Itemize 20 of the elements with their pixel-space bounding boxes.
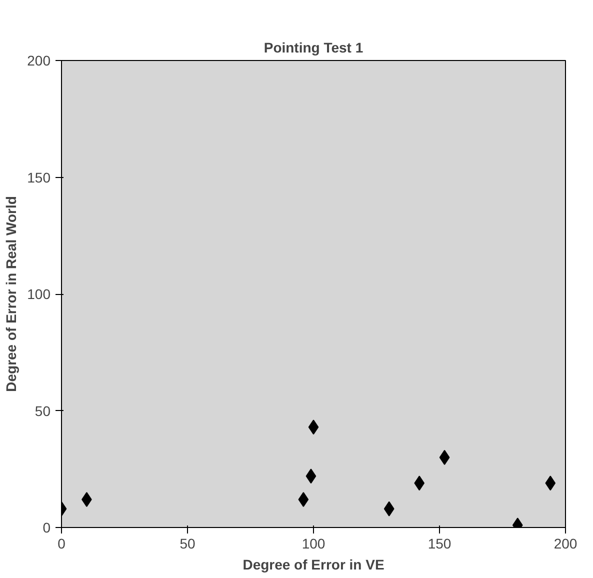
- x-axis-title: Degree of Error in VE: [242, 556, 384, 572]
- y-tick-label: 0: [42, 520, 51, 536]
- point: [306, 468, 316, 484]
- x-tick-label: 50: [180, 536, 196, 552]
- point: [545, 476, 556, 491]
- y-tick-label: 100: [27, 286, 51, 302]
- point: [308, 420, 319, 435]
- x-tick-label: 0: [58, 536, 66, 552]
- x-tick-label: 150: [428, 536, 452, 552]
- point: [414, 476, 425, 491]
- y-tick-label: 50: [34, 402, 51, 419]
- y-axis-title: Degree of Error in Real World: [3, 196, 20, 392]
- x-tick-label: 100: [302, 536, 326, 552]
- point: [384, 501, 394, 516]
- point: [298, 492, 309, 507]
- chart-title: Pointing Test 1: [264, 40, 364, 56]
- point: [439, 450, 450, 465]
- y-tick-label: 150: [27, 169, 51, 186]
- y-tick-label: 200: [27, 52, 51, 68]
- x-tick-label: 200: [554, 536, 578, 552]
